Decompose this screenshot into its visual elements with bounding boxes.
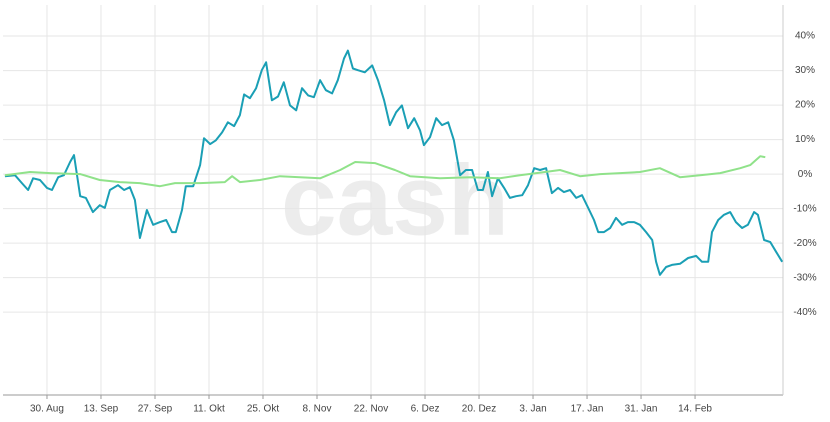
y-tick-label: 0% [798,169,813,180]
x-tick-label: 22. Nov [354,404,388,415]
x-tick-label: 8. Nov [303,404,332,415]
x-tick-label: 30. Aug [30,404,64,415]
x-tick-label: 31. Jan [625,404,658,415]
y-tick-label: -10% [793,203,816,214]
y-tick-label: -20% [793,238,816,249]
y-tick-label: 40% [795,31,815,42]
y-tick-label: -30% [793,272,816,283]
x-tick-label: 6. Dez [411,404,440,415]
y-tick-label: 20% [795,100,815,111]
x-tick-label: 27. Sep [138,404,173,415]
watermark: cash [281,144,509,256]
x-tick-label: 20. Dez [462,404,496,415]
x-tick-label: 14. Feb [678,404,712,415]
y-tick-label: 10% [795,134,815,145]
x-tick-label: 13. Sep [84,404,119,415]
x-tick-label: 3. Jan [519,404,546,415]
x-tick-label: 25. Okt [247,404,279,415]
x-tick-label: 11. Okt [193,404,225,415]
x-tick-label: 17. Jan [571,404,604,415]
y-tick-label: -40% [793,307,816,318]
series-line [4,155,766,188]
y-tick-label: 30% [795,65,815,76]
series-line [4,49,784,276]
